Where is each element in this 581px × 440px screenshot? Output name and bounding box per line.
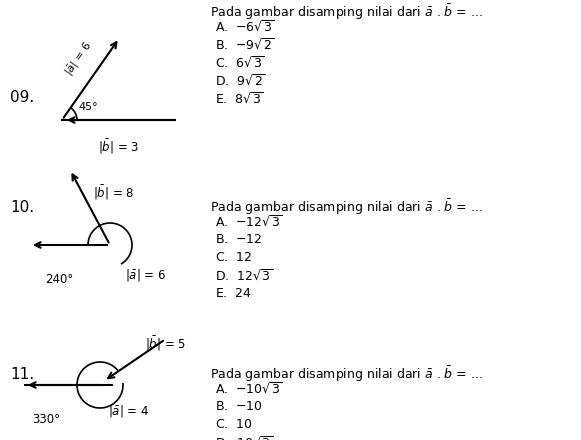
Text: 45°: 45° (78, 102, 98, 112)
Text: 240°: 240° (45, 273, 73, 286)
Text: 10.: 10. (10, 200, 34, 215)
Text: C.  $6\sqrt{3}$: C. $6\sqrt{3}$ (215, 56, 264, 71)
Text: D.  $9\sqrt{2}$: D. $9\sqrt{2}$ (215, 74, 266, 89)
Text: $|\bar{a}|$ = 6: $|\bar{a}|$ = 6 (63, 39, 96, 79)
Text: $|\bar{a}|$ = 6: $|\bar{a}|$ = 6 (125, 267, 166, 283)
Text: E.  $24$: E. $24$ (215, 287, 252, 300)
Text: $|\bar{b}|$ = 3: $|\bar{b}|$ = 3 (98, 138, 139, 157)
Text: D.  $10\sqrt{3}$: D. $10\sqrt{3}$ (215, 436, 274, 440)
Text: C.  $12$: C. $12$ (215, 251, 252, 264)
Text: A.  $-12\sqrt{3}$: A. $-12\sqrt{3}$ (215, 215, 283, 230)
Text: $|\bar{b}|$ = 8: $|\bar{b}|$ = 8 (93, 183, 134, 202)
Text: 330°: 330° (32, 413, 60, 426)
Text: B.  $-12$: B. $-12$ (215, 233, 263, 246)
Text: C.  $10$: C. $10$ (215, 418, 253, 431)
Text: B.  $-10$: B. $-10$ (215, 400, 263, 413)
Text: 09.: 09. (10, 90, 34, 105)
Text: A.  $-10\sqrt{3}$: A. $-10\sqrt{3}$ (215, 382, 283, 397)
Text: A.  $-6\sqrt{3}$: A. $-6\sqrt{3}$ (215, 20, 275, 35)
Text: 11.: 11. (10, 367, 34, 382)
Text: Pada gambar disamping nilai dari $\bar{a}$ . $\bar{b}$ = ...: Pada gambar disamping nilai dari $\bar{a… (210, 2, 483, 22)
Text: $|\bar{b}|$ = 5: $|\bar{b}|$ = 5 (145, 335, 186, 353)
Text: B.  $-9\sqrt{2}$: B. $-9\sqrt{2}$ (215, 38, 275, 53)
Text: E.  $8\sqrt{3}$: E. $8\sqrt{3}$ (215, 92, 264, 107)
Text: Pada gambar disamping nilai dari $\bar{a}$ . $\bar{b}$ = ...: Pada gambar disamping nilai dari $\bar{a… (210, 364, 483, 384)
Text: Pada gambar disamping nilai dari $\bar{a}$ . $\bar{b}$ = ...: Pada gambar disamping nilai dari $\bar{a… (210, 197, 483, 216)
Text: $|\bar{a}|$ = 4: $|\bar{a}|$ = 4 (108, 403, 149, 419)
Text: D.  $12\sqrt{3}$: D. $12\sqrt{3}$ (215, 269, 274, 284)
